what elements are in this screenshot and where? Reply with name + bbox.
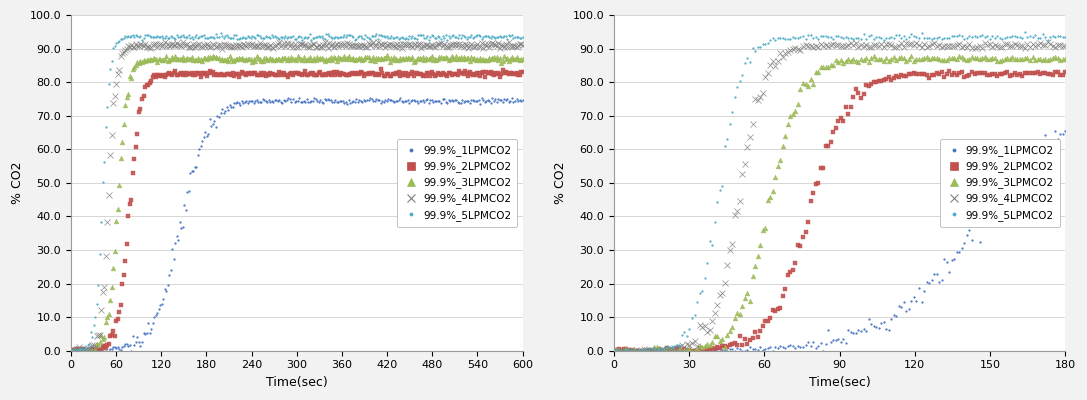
X-axis label: Time(sec): Time(sec) xyxy=(809,376,871,389)
Legend: 99.9%_1LPMCO2, 99.9%_2LPMCO2, 99.9%_3LPMCO2, 99.9%_4LPMCO2, 99.9%_5LPMCO2: 99.9%_1LPMCO2, 99.9%_2LPMCO2, 99.9%_3LPM… xyxy=(939,139,1060,227)
Legend: 99.9%_1LPMCO2, 99.9%_2LPMCO2, 99.9%_3LPMCO2, 99.9%_4LPMCO2, 99.9%_5LPMCO2: 99.9%_1LPMCO2, 99.9%_2LPMCO2, 99.9%_3LPM… xyxy=(397,139,517,227)
Y-axis label: % CO2: % CO2 xyxy=(554,162,567,204)
X-axis label: Time(sec): Time(sec) xyxy=(266,376,327,389)
Y-axis label: % CO2: % CO2 xyxy=(11,162,24,204)
